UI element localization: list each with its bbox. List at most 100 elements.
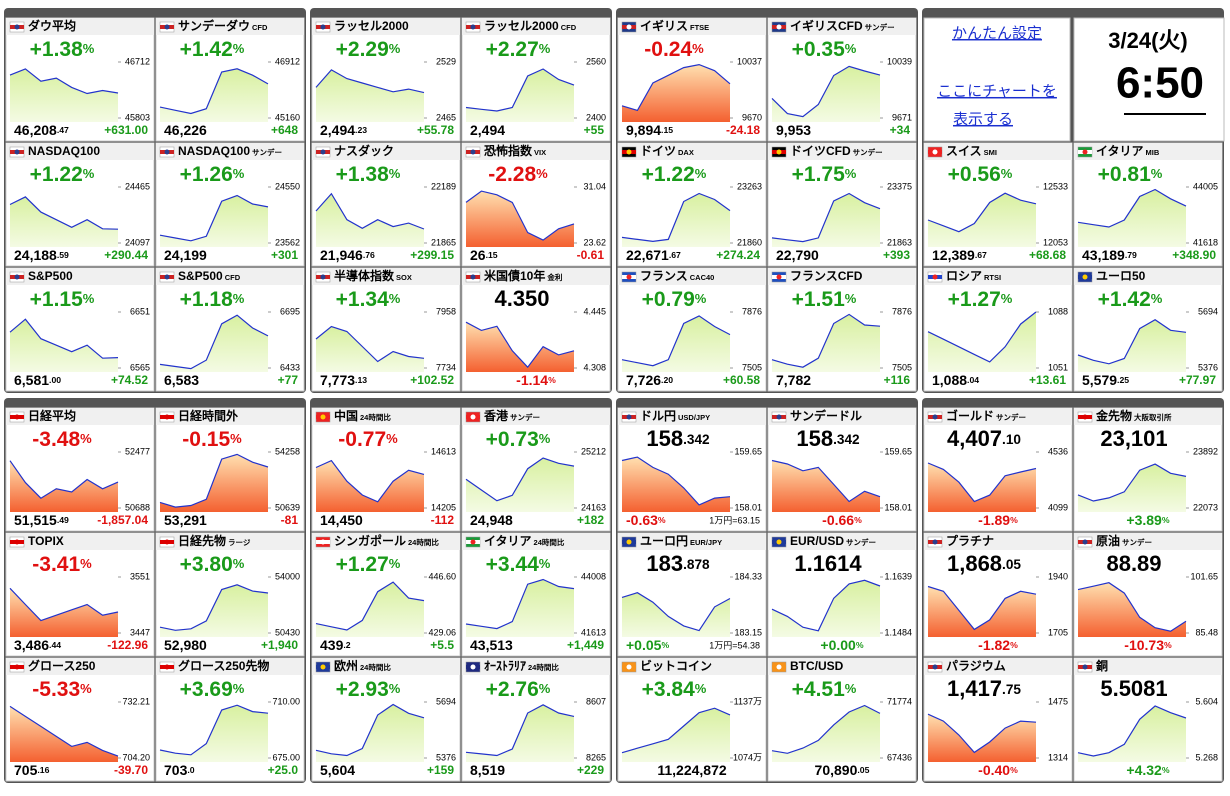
trend-line <box>465 578 575 630</box>
tile-foot: 9,953 <box>776 122 811 138</box>
trend-area <box>316 193 424 247</box>
range-label: 6433 <box>280 362 300 372</box>
trend-area <box>316 582 424 637</box>
range-label: 1137万 <box>734 696 762 706</box>
tile-header <box>462 143 610 160</box>
range-label: 1.1639 <box>884 571 912 581</box>
range-label: 23375 <box>887 181 912 191</box>
settings-link[interactable]: かんたん設定 <box>952 25 1042 42</box>
range-label: 1074万 <box>733 752 762 762</box>
trend-line <box>1077 463 1187 502</box>
tile-name: 金先物 <box>1095 408 1132 423</box>
tile-head: +2.76% <box>486 678 551 701</box>
tile-head: -5.33% <box>32 678 92 701</box>
flag <box>776 539 782 545</box>
trend-line <box>1077 188 1187 228</box>
tile-header <box>1074 408 1222 425</box>
flag <box>626 539 632 545</box>
tile-foot: 11,224,872 <box>657 762 727 778</box>
tile-header <box>1074 533 1222 550</box>
tile-head: +0.73% <box>486 428 551 451</box>
range-label: 5.268 <box>1195 752 1218 762</box>
tile-header <box>924 658 1072 675</box>
range-label: 4099 <box>1048 502 1068 512</box>
tile-name: S&P500 <box>178 269 223 283</box>
tile-header <box>462 408 610 425</box>
flag <box>14 664 20 670</box>
tile-header <box>156 408 304 425</box>
market-tile: シンガポール 24時間比 446.60 429.06 +1.27% 439.2 +5.5 <box>311 532 461 657</box>
tile-header <box>156 268 304 285</box>
tile-name: NASDAQ100 <box>178 144 250 158</box>
trend-line <box>465 190 575 241</box>
tile-head: +1.26% <box>180 163 245 186</box>
flag <box>164 274 170 280</box>
trend-line <box>159 704 269 756</box>
tile-foot: 6,583 <box>164 372 199 388</box>
range-label: 158.01 <box>884 502 912 512</box>
trend-line <box>159 68 269 115</box>
range-label: 50430 <box>275 627 300 637</box>
tile-foot: 24,188.59 <box>14 247 69 263</box>
tile-foot: +13.61 <box>1029 373 1066 387</box>
tile-header <box>924 408 1072 425</box>
market-tile: 米国債10年 金利 4.445 4.308 4.350 -1.14% <box>461 267 611 392</box>
tile-foot: 705.16 <box>14 762 50 778</box>
range-label: 21865 <box>431 237 456 247</box>
tile-head: 158.342 <box>796 426 860 451</box>
tile-foot: +102.52 <box>410 373 454 387</box>
tile-name: 恐怖指数 <box>484 143 533 158</box>
tile-sub: ラージ <box>228 538 251 547</box>
range-label: 52477 <box>125 446 150 456</box>
tile-name: イギリスCFD <box>790 18 863 33</box>
tile-head: 158.342 <box>646 426 710 451</box>
tile-header <box>618 658 766 675</box>
tile-name: ダウ平均 <box>28 18 76 33</box>
tile-head: 5.5081 <box>1100 676 1167 701</box>
market-tile: ラッセル2000 CFD 2560 2400 +2.27% 2,494 +55 <box>461 17 611 142</box>
chart-link[interactable]: ここにチャートを <box>937 83 1057 100</box>
range-label: 23.62 <box>583 237 606 247</box>
tile-sub: CFD <box>225 273 241 282</box>
trend-line <box>771 579 881 632</box>
tile-head: +0.79% <box>642 288 707 311</box>
range-label: 704.20 <box>122 752 150 762</box>
range-label: 1705 <box>1048 627 1068 637</box>
range-label: 4.445 <box>583 306 606 316</box>
tile-header <box>462 533 610 550</box>
market-tile: フランス CAC40 7876 7505 +0.79% 7,726.20 +60.58 <box>617 267 767 392</box>
trend-area <box>1078 319 1186 372</box>
tile-name: 欧州 <box>334 658 358 673</box>
tile-foot: +0.05% <box>626 637 669 653</box>
chart-link[interactable]: 表示する <box>953 111 1013 128</box>
range-label: 67436 <box>887 752 912 762</box>
flag <box>776 664 782 670</box>
tile-sub: VIX <box>534 148 546 157</box>
time: 6:50 <box>1116 59 1204 108</box>
tile-header <box>462 18 610 35</box>
tile-name: ラッセル2000 <box>484 19 559 33</box>
tile-header <box>312 533 460 550</box>
market-tile: 原油 サンデー 101.65 85.48 88.89 -10.73% <box>1073 532 1223 657</box>
market-tile: 半導体指数 SOX 7958 7734 +1.34% 7,773.13 +102.52 <box>311 267 461 392</box>
market-tile: 銅 5.604 5.268 5.5081 +4.32% <box>1073 657 1223 782</box>
trend-line <box>621 456 731 506</box>
tile-foot: +182 <box>577 513 604 527</box>
flag <box>932 274 938 280</box>
flag <box>164 414 170 420</box>
flag <box>164 24 170 30</box>
tile-head: +1.75% <box>792 163 857 186</box>
market-tile: 日経時間外 54258 50639 -0.15% 53,291 -81 <box>155 407 305 532</box>
tile-sub: CFD <box>252 23 268 32</box>
tile-header <box>768 143 916 160</box>
tile-name: グロース250先物 <box>178 658 269 673</box>
tile-foot: -112 <box>431 513 455 527</box>
trend-area <box>10 319 118 372</box>
tile-name: 日経平均 <box>28 408 76 423</box>
trend-area <box>160 705 268 762</box>
trend-line <box>771 313 881 368</box>
tile-foot: 51,515.49 <box>14 512 69 528</box>
market-tile: S&P500 CFD 6695 6433 +1.18% 6,583 +77 <box>155 267 305 392</box>
tile-sub: FTSE <box>690 23 709 32</box>
tile-head: 23,101 <box>1100 426 1167 451</box>
